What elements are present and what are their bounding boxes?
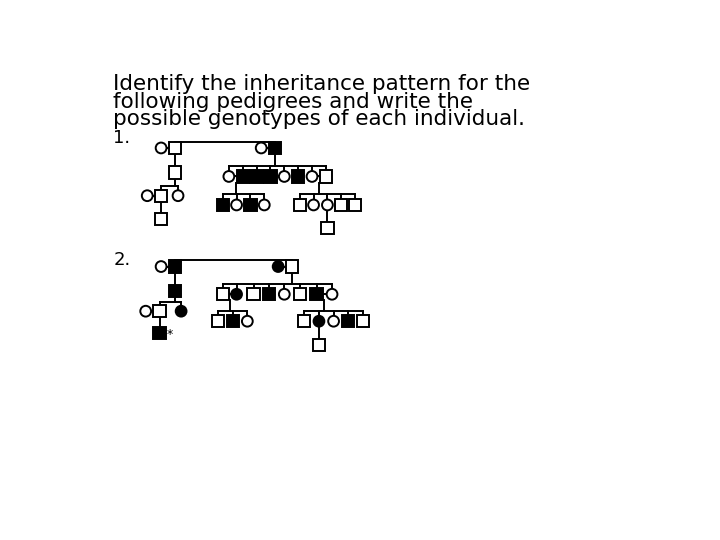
Circle shape [279, 171, 289, 182]
Bar [244, 199, 256, 211]
Bar [168, 260, 181, 273]
Bar [342, 315, 354, 327]
Bar [217, 288, 229, 300]
Bar [349, 199, 361, 211]
Circle shape [314, 316, 324, 327]
Bar [153, 305, 166, 318]
Bar [168, 285, 181, 298]
Text: possible genotypes of each individual.: possible genotypes of each individual. [113, 110, 526, 130]
Bar [356, 315, 369, 327]
Circle shape [322, 200, 333, 210]
Bar [251, 170, 263, 183]
Circle shape [327, 289, 338, 300]
Bar [310, 288, 323, 300]
Text: following pedigrees and write the: following pedigrees and write the [113, 92, 473, 112]
Circle shape [279, 289, 289, 300]
Bar [292, 170, 305, 183]
Bar [286, 260, 298, 273]
Circle shape [156, 261, 166, 272]
Bar [263, 288, 275, 300]
Bar [294, 288, 306, 300]
Circle shape [231, 289, 242, 300]
Bar [237, 170, 249, 183]
Text: 2.: 2. [113, 251, 130, 269]
Bar [217, 199, 229, 211]
Bar [320, 170, 332, 183]
Circle shape [231, 200, 242, 210]
Circle shape [307, 171, 318, 182]
Circle shape [242, 316, 253, 327]
Bar [155, 190, 167, 202]
Bar [168, 166, 181, 179]
Bar [153, 327, 166, 339]
Text: Identify the inheritance pattern for the: Identify the inheritance pattern for the [113, 74, 531, 94]
Bar [294, 199, 306, 211]
Bar [155, 213, 167, 225]
Bar [312, 339, 325, 351]
Bar [298, 315, 310, 327]
Circle shape [176, 306, 186, 316]
Bar [212, 315, 224, 327]
Circle shape [259, 200, 270, 210]
Text: 1.: 1. [113, 130, 130, 147]
Bar [321, 222, 333, 234]
Circle shape [142, 190, 153, 201]
Text: *: * [166, 328, 173, 341]
Bar [264, 170, 276, 183]
Circle shape [156, 143, 166, 153]
Bar [248, 288, 260, 300]
Circle shape [273, 261, 284, 272]
Circle shape [140, 306, 151, 316]
Circle shape [173, 190, 184, 201]
Bar [269, 142, 282, 154]
Bar [335, 199, 348, 211]
Bar [227, 315, 239, 327]
Circle shape [328, 316, 339, 327]
Circle shape [308, 200, 319, 210]
Bar [168, 142, 181, 154]
Circle shape [256, 143, 266, 153]
Circle shape [223, 171, 234, 182]
